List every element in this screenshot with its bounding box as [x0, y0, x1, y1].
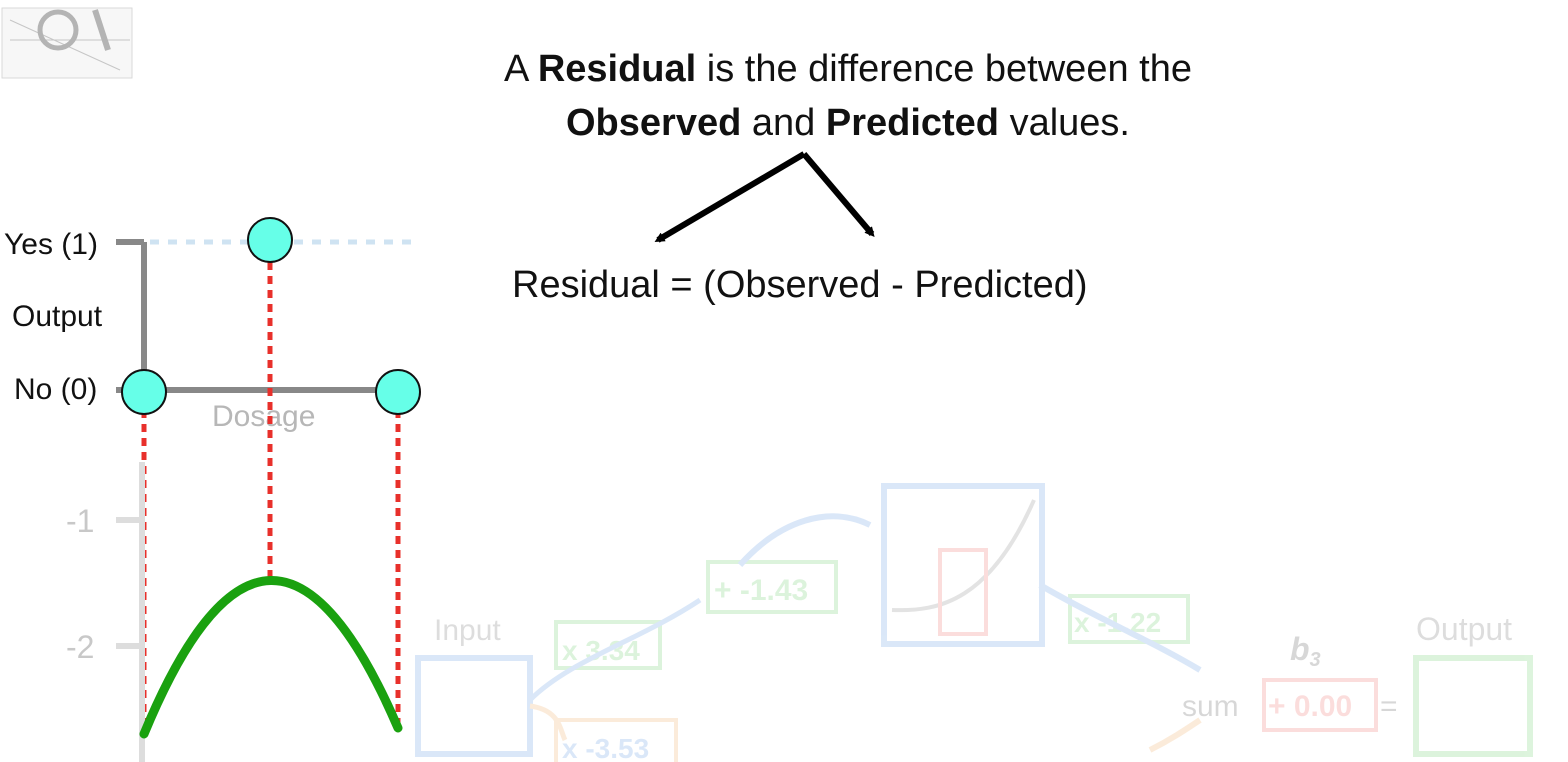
headline-text: and: [741, 102, 826, 144]
observed-point-no-right: [375, 369, 421, 415]
observed-point-no-left: [121, 369, 167, 415]
tick-label-minus-2: -2: [66, 629, 94, 665]
x-axis-label: Dosage: [212, 400, 315, 433]
input-box: [415, 655, 533, 757]
headline-bold-predicted: Predicted: [825, 102, 1000, 144]
tick-label-minus-1: -1: [66, 503, 94, 539]
weight-w1: x 3.34: [562, 635, 640, 666]
headline-line-2: Observed and Predicted values.: [330, 102, 1366, 145]
headline-text: is the difference between the: [696, 48, 1192, 90]
headline-bold-residual: Residual: [537, 48, 697, 90]
bottom-plot: -1 -2: [66, 462, 403, 762]
pointer-arrows: [654, 151, 875, 243]
activation-box: [881, 483, 1045, 647]
network-output-label: Output: [1416, 611, 1512, 647]
observed-point-yes: [247, 217, 293, 263]
bias-b1: + -1.43: [714, 574, 808, 607]
equals-sign: =: [1380, 690, 1398, 723]
y-axis-label: Output: [12, 300, 103, 333]
green-curve: [139, 576, 403, 739]
output-box: [1413, 655, 1533, 757]
y-tick-no: No (0): [14, 373, 97, 406]
sum-label: sum: [1182, 690, 1239, 723]
logo-icon: [1, 7, 133, 79]
arrow-to-observed: [654, 151, 806, 243]
headline-text: A: [504, 48, 538, 90]
headline-text: values.: [999, 102, 1130, 144]
weight-w2: x -3.53: [562, 733, 649, 762]
b3-label: b3: [1290, 631, 1321, 671]
network-input-label: Input: [434, 614, 501, 647]
y-tick-yes: Yes (1): [4, 228, 98, 261]
residual-formula: Residual = (Observed - Predicted): [512, 264, 1088, 306]
headline-line-1: A Residual is the difference between the: [330, 48, 1366, 91]
weight-w3: x -1.22: [1074, 607, 1161, 638]
b3-value: + 0.00: [1268, 690, 1352, 723]
headline-bold-observed: Observed: [566, 102, 742, 144]
faded-network: Input x 3.34 x -3.53 + -1.43 x -1.22 b3 …: [415, 483, 1533, 762]
arrow-to-predicted: [801, 152, 875, 238]
